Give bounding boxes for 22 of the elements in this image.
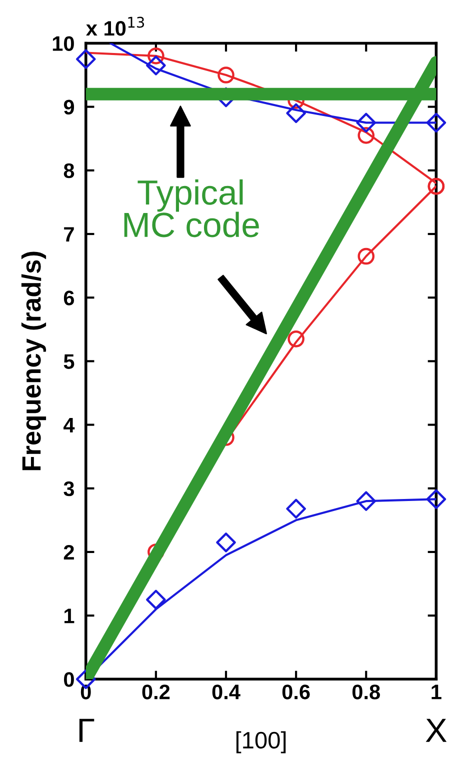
- text: Γ: [79, 718, 94, 742]
- y-tick-label: 10: [52, 36, 74, 51]
- y-tick-label: 0: [64, 672, 74, 687]
- x-tick-label: 0.2: [142, 684, 170, 700]
- annotation: Typical MC code: [124, 179, 259, 238]
- x-axis-title: [100]: [236, 731, 286, 754]
- y-tick-label: 2: [64, 544, 74, 560]
- y-tick-label: 6: [64, 290, 74, 306]
- y-tick-label: 9: [64, 100, 74, 115]
- y-tick-label: 7: [64, 227, 74, 242]
- x-tick-label: 1: [432, 684, 442, 700]
- y-tick-label: 5: [64, 354, 74, 369]
- text: X: [426, 718, 447, 742]
- x-tick-label: 0.4: [212, 684, 240, 700]
- x-tick-label: 0.8: [352, 684, 380, 700]
- x-tick-label: 0.6: [282, 684, 310, 700]
- y-tick-label: 3: [64, 481, 74, 496]
- y-axis-title: Frequency (rad/s): [21, 252, 46, 470]
- y-tick-label: 4: [64, 418, 75, 432]
- text: x 10$^{13}$: [86, 16, 144, 36]
- y-tick-label: 1: [64, 608, 74, 624]
- y-tick-label: 8: [64, 163, 74, 178]
